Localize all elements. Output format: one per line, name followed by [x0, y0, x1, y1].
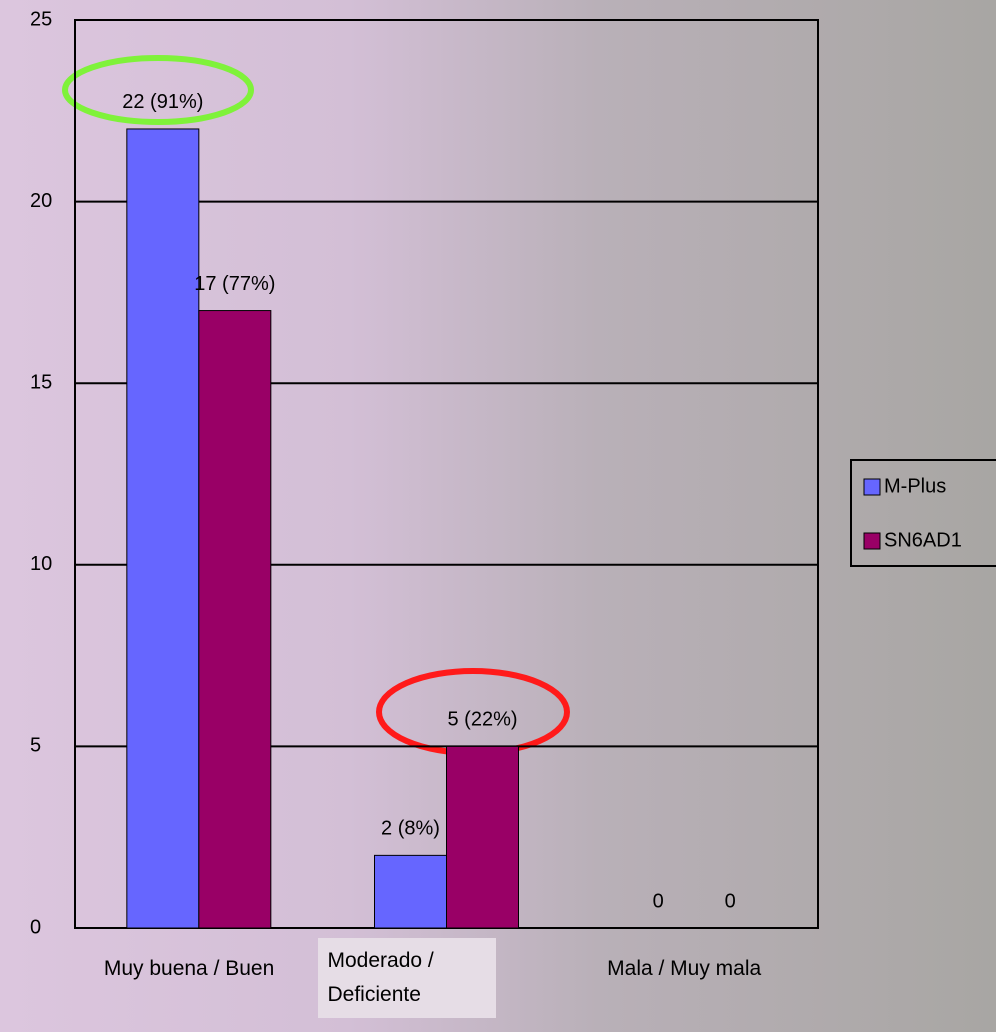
bar — [374, 854, 447, 929]
value-label: 22 (91%) — [122, 91, 203, 113]
value-label: 0 — [725, 890, 736, 912]
y-tick-label: 25 — [30, 8, 52, 30]
y-tick-label: 5 — [30, 735, 41, 757]
y-tick-label: 20 — [30, 190, 52, 212]
x-tick-label: Moderado / Deficiente — [317, 938, 496, 1018]
legend-box — [850, 459, 996, 567]
x-tick-label: Muy buena / Buen — [103, 957, 275, 980]
value-label: 17 (77%) — [194, 273, 275, 295]
value-label: 0 — [653, 890, 664, 912]
bar — [198, 310, 272, 929]
x-tick-label: Mala / Muy mala — [607, 957, 762, 980]
legend-label: M-Plus — [884, 475, 946, 497]
legend-label: SN6AD1 — [884, 529, 962, 551]
highlight-ellipse — [62, 55, 254, 125]
legend-swatch — [863, 532, 881, 550]
y-tick-label: 15 — [30, 371, 52, 393]
value-label: 2 (8%) — [381, 818, 440, 840]
bar — [446, 745, 519, 929]
y-tick-label: 10 — [30, 553, 52, 575]
bar — [126, 128, 200, 929]
y-tick-label: 0 — [30, 916, 41, 938]
legend-swatch — [863, 478, 881, 496]
value-label: 5 (22%) — [447, 709, 517, 731]
